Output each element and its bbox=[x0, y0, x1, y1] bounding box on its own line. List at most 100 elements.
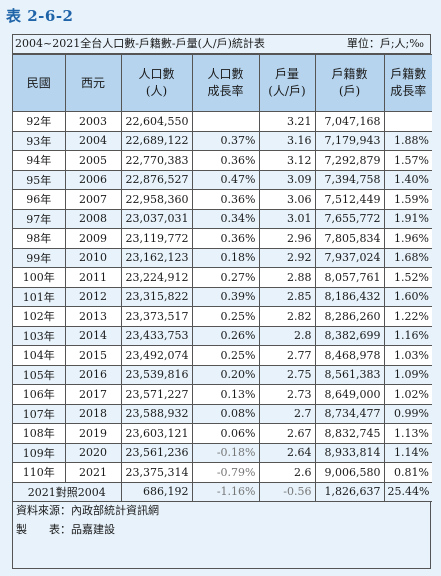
table-cell: 1.40% bbox=[383, 169, 432, 190]
summary-row: 2021對照2004 686,192 -1.16% -0.56 1,826,637 25.… bbox=[13, 481, 432, 502]
table-cell: 1.59% bbox=[383, 189, 432, 210]
table-cell: 1.13% bbox=[383, 423, 432, 444]
table-cell: 2003 bbox=[64, 111, 122, 132]
table-cell: 2.85 bbox=[258, 286, 316, 307]
table-cell: 23,315,822 bbox=[120, 286, 193, 307]
table-cell: 0.18% bbox=[191, 247, 260, 268]
table-row: 103年 2014 23,433,753 0.26% 2.8 8,382,699 1.16% bbox=[13, 325, 432, 346]
table-cell: 2005 bbox=[64, 150, 122, 171]
table-cell: 25.44% bbox=[383, 481, 432, 502]
table-cell: 0.47% bbox=[191, 169, 260, 190]
table-cell: 2014 bbox=[64, 325, 122, 346]
table-cell: 2.67 bbox=[258, 423, 316, 444]
table-body: 92年 2003 22,604,550 3.21 7,047,168 93年 2004 22,… bbox=[13, 111, 432, 502]
table-cell: 0.20% bbox=[191, 364, 260, 385]
table-cell: 95年 bbox=[13, 169, 66, 190]
table-cell: 0.37% bbox=[191, 130, 260, 151]
maker-note: 製 表：品嘉建設 bbox=[16, 523, 115, 536]
table-cell: 3.12 bbox=[258, 150, 316, 171]
table-cell: 0.81% bbox=[383, 462, 432, 483]
table-cell: 3.09 bbox=[258, 169, 316, 190]
table-row: 99年 2010 23,162,123 0.18% 2.92 7,937,024 1.68% bbox=[13, 247, 432, 268]
table-cell: 2016 bbox=[64, 364, 122, 385]
table-cell: 0.26% bbox=[191, 325, 260, 346]
table-cell: 8,561,383 bbox=[314, 364, 385, 385]
table-cell: 2021 bbox=[64, 462, 122, 483]
table-cell: 1.96% bbox=[383, 228, 432, 249]
table-cell: 22,958,360 bbox=[120, 189, 193, 210]
table-cell: 98年 bbox=[13, 228, 66, 249]
table-cell: 108年 bbox=[13, 423, 66, 444]
table-cell: 7,292,879 bbox=[314, 150, 385, 171]
table-row: 93年 2004 22,689,122 0.37% 3.16 7,179,943 1.88% bbox=[13, 130, 432, 151]
table-cell: -0.18% bbox=[191, 442, 260, 463]
table-footer: 資料來源：內政部統計資訊網 製 表：品嘉建設 bbox=[13, 502, 430, 540]
table-cell: 2004 bbox=[64, 130, 122, 151]
table-cell: 2.82 bbox=[258, 306, 316, 327]
table-cell: 1,826,637 bbox=[314, 481, 385, 502]
table-cell: 23,571,227 bbox=[120, 384, 193, 405]
table-cell: 2008 bbox=[64, 208, 122, 229]
column-header: 戶籍數 (戶) bbox=[314, 54, 385, 112]
table-caption: 2004~2021全台人口數-戶籍數-戶量(人/戶)統計表 單位：戶;人;‰ bbox=[13, 35, 430, 54]
table-cell: 100年 bbox=[13, 267, 66, 288]
table-row: 104年 2015 23,492,074 0.25% 2.77 8,468,978 1.03… bbox=[13, 345, 432, 366]
table-cell: 686,192 bbox=[120, 481, 193, 502]
table-cell: 0.25% bbox=[191, 306, 260, 327]
table-row: 108年 2019 23,603,121 0.06% 2.67 8,832,745 1.13… bbox=[13, 423, 432, 444]
table-cell: 2.73 bbox=[258, 384, 316, 405]
table-cell: 7,805,834 bbox=[314, 228, 385, 249]
column-header: 人口數 成長率 bbox=[191, 54, 260, 112]
column-header: 戶籍數 成長率 bbox=[383, 54, 432, 112]
table-cell: 23,603,121 bbox=[120, 423, 193, 444]
table-cell: -0.56 bbox=[258, 481, 316, 502]
table-cell: 8,832,745 bbox=[314, 423, 385, 444]
table-cell: 2011 bbox=[64, 267, 122, 288]
table-cell: 0.13% bbox=[191, 384, 260, 405]
table-cell: 2017 bbox=[64, 384, 122, 405]
table-cell: 0.08% bbox=[191, 403, 260, 424]
table-cell: 22,770,383 bbox=[120, 150, 193, 171]
table-cell: 22,689,122 bbox=[120, 130, 193, 151]
column-header: 西元 bbox=[64, 54, 122, 112]
table-cell: 22,876,527 bbox=[120, 169, 193, 190]
table-cell: 0.39% bbox=[191, 286, 260, 307]
table-cell: 1.16% bbox=[383, 325, 432, 346]
table-row: 96年 2007 22,958,360 0.36% 3.06 7,512,449 1.59% bbox=[13, 189, 432, 210]
table-cell: 2.96 bbox=[258, 228, 316, 249]
table-cell: 1.22% bbox=[383, 306, 432, 327]
table-cell: 1.52% bbox=[383, 267, 432, 288]
table-cell: 96年 bbox=[13, 189, 66, 210]
table-cell: 103年 bbox=[13, 325, 66, 346]
table-row: 109年 2020 23,561,236 -0.18% 2.64 8,933,814 1.1… bbox=[13, 442, 432, 463]
table-cell: 0.36% bbox=[191, 150, 260, 171]
table-row: 94年 2005 22,770,383 0.36% 3.12 7,292,879 1.57% bbox=[13, 150, 432, 171]
table-cell: 7,512,449 bbox=[314, 189, 385, 210]
table-cell: 0.25% bbox=[191, 345, 260, 366]
table-cell: 2.92 bbox=[258, 247, 316, 268]
column-header: 民國 bbox=[13, 54, 66, 112]
table-cell: 23,119,772 bbox=[120, 228, 193, 249]
table-cell: 1.09% bbox=[383, 364, 432, 385]
table-cell: 110年 bbox=[13, 462, 66, 483]
header-row: 民國 西元 人口數 (人) 人口數 成長率 戶量 (人/戶) 戶籍數 (戶) 戶籍數 成長率 bbox=[13, 54, 432, 112]
table-cell: 2021對照2004 bbox=[13, 481, 122, 502]
table-cell bbox=[383, 111, 432, 132]
table-row: 97年 2008 23,037,031 0.34% 3.01 7,655,772 1.91% bbox=[13, 208, 432, 229]
table-cell: 7,655,772 bbox=[314, 208, 385, 229]
table-cell: 23,492,074 bbox=[120, 345, 193, 366]
table-cell: 1.60% bbox=[383, 286, 432, 307]
table-cell: 2013 bbox=[64, 306, 122, 327]
table-cell: 22,604,550 bbox=[120, 111, 193, 132]
table-row: 102年 2013 23,373,517 0.25% 2.82 8,286,260 1.22… bbox=[13, 306, 432, 327]
table-cell: 105年 bbox=[13, 364, 66, 385]
table-cell: 23,539,816 bbox=[120, 364, 193, 385]
table-cell: 8,382,699 bbox=[314, 325, 385, 346]
table-cell: 23,375,314 bbox=[120, 462, 193, 483]
table-cell: 23,162,123 bbox=[120, 247, 193, 268]
table-cell: 109年 bbox=[13, 442, 66, 463]
table-row: 107年 2018 23,588,932 0.08% 2.7 8,734,477 0.99% bbox=[13, 403, 432, 424]
table-cell: 0.36% bbox=[191, 228, 260, 249]
source-note: 資料來源：內政部統計資訊網 bbox=[16, 504, 159, 517]
statistics-table-frame: 2004~2021全台人口數-戶籍數-戶量(人/戶)統計表 單位：戶;人;‰ 民… bbox=[12, 34, 432, 569]
